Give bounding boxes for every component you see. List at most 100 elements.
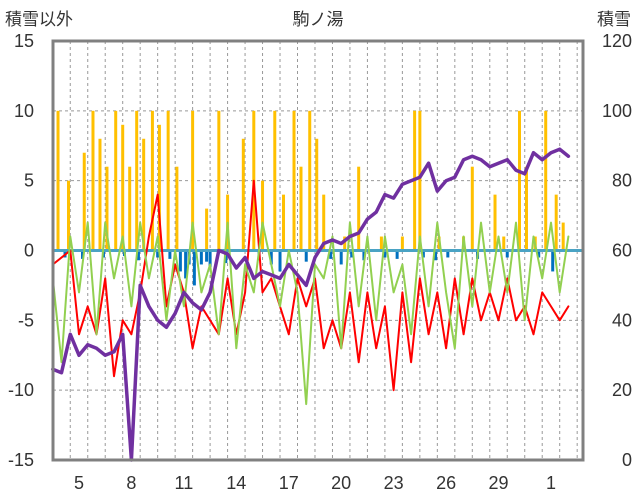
bar-mark	[114, 110, 118, 251]
bar-mark	[379, 236, 383, 251]
y-left-tick-label: -5	[18, 310, 34, 330]
left-axis-label: 積雪以外	[5, 10, 73, 30]
bar-mark	[269, 250, 273, 265]
x-tick-label: 5	[74, 473, 84, 493]
bar-mark	[192, 250, 196, 286]
grid-lines	[53, 41, 583, 460]
bar-mark	[343, 236, 347, 251]
bar-mark	[502, 236, 506, 251]
y-left-tick-label: 15	[14, 31, 34, 51]
bar-mark	[350, 250, 354, 258]
bar-mark	[156, 250, 160, 258]
bar-mark	[205, 208, 209, 251]
bar-mark	[91, 110, 95, 251]
bar-mark	[105, 166, 109, 251]
bar-mark	[339, 250, 343, 265]
bar-mark	[537, 250, 541, 258]
y-left-tick-label: -15	[8, 450, 34, 470]
bar-mark	[304, 250, 308, 262]
bar-mark	[446, 250, 450, 258]
bar-mark	[135, 110, 139, 251]
y-left-tick-label: -10	[8, 380, 34, 400]
bar-mark	[434, 250, 438, 261]
plot-frame	[51, 39, 585, 462]
y-right-tick-label: 120	[602, 31, 632, 51]
bar-mark	[470, 166, 474, 251]
bar-mark	[554, 194, 558, 251]
bar-mark	[315, 138, 319, 251]
bar-mark	[273, 110, 277, 251]
bar-mark	[205, 250, 209, 262]
x-tick-label: 8	[126, 473, 136, 493]
x-tick-label: 1	[546, 473, 556, 493]
bar-mark	[157, 124, 161, 251]
y-right-tick-label: 80	[612, 171, 632, 191]
bar-mark	[80, 250, 84, 259]
bar-mark	[357, 166, 361, 251]
bar-mark	[418, 110, 422, 251]
bar-mark	[217, 110, 221, 251]
x-tick-label: 20	[331, 473, 351, 493]
bar-mark	[168, 250, 172, 259]
bar-mark	[322, 194, 326, 251]
bar-mark	[383, 250, 387, 258]
bar-mark	[308, 110, 312, 251]
bar-mark	[400, 236, 404, 251]
bar-mark	[421, 250, 425, 258]
bar-mark	[292, 110, 296, 251]
x-tick-label: 17	[279, 473, 299, 493]
bar-mark	[505, 250, 509, 258]
chart-title: 駒ノ湯	[293, 10, 344, 30]
y-left-tick-label: 5	[24, 171, 34, 191]
bar-mark	[56, 110, 60, 251]
bar-mark	[551, 250, 555, 272]
x-tick-label: 14	[226, 473, 246, 493]
y-right-tick-label: 40	[612, 310, 632, 330]
y-right-tick-label: 60	[612, 241, 632, 261]
bar-mark	[142, 138, 146, 251]
series-line	[51, 147, 571, 462]
bar-mark	[184, 250, 188, 279]
tick-labels: 15 10 5 0 -5 -10 -15 120 100 80 60 40 20 0 5 8 11 14 17 20 2…	[8, 31, 632, 493]
bar-mark	[524, 166, 528, 251]
bar-mark	[561, 222, 565, 251]
x-tick-label: 26	[436, 473, 456, 493]
bar-mark	[261, 180, 265, 251]
bar-mark	[493, 194, 497, 251]
bar-mark	[128, 166, 132, 251]
bar-mark	[395, 250, 399, 259]
bar-mark	[299, 166, 303, 251]
bar-mark	[166, 110, 170, 251]
y-left-tick-label: 0	[24, 241, 34, 261]
bar-mark	[199, 250, 203, 265]
y-left-tick-label: 10	[14, 101, 34, 121]
y-right-tick-label: 20	[612, 380, 632, 400]
bar-mark	[241, 138, 245, 251]
bar-mark	[175, 166, 179, 251]
x-tick-label: 29	[489, 473, 509, 493]
bar-mark	[191, 110, 195, 251]
bar-mark	[517, 110, 521, 251]
bar-series	[53, 110, 583, 286]
bar-mark	[329, 250, 333, 259]
line-series	[51, 147, 571, 462]
y-right-tick-label: 0	[622, 450, 632, 470]
bar-mark	[208, 250, 212, 268]
bar-mark	[178, 250, 182, 272]
series-line	[51, 221, 570, 406]
x-tick-label: 11	[175, 473, 194, 493]
bar-mark	[282, 194, 286, 251]
bar-mark	[362, 250, 366, 261]
plot-area-border	[51, 39, 585, 462]
bar-mark	[544, 110, 548, 251]
bar-mark	[278, 250, 282, 272]
bar-mark	[121, 124, 125, 251]
bar-mark	[150, 110, 154, 251]
y-right-tick-label: 100	[602, 101, 632, 121]
x-tick-label: 23	[384, 473, 404, 493]
bar-mark	[98, 138, 102, 251]
bar-mark	[136, 250, 140, 261]
bar-mark	[82, 152, 86, 251]
bar-mark	[67, 180, 71, 251]
